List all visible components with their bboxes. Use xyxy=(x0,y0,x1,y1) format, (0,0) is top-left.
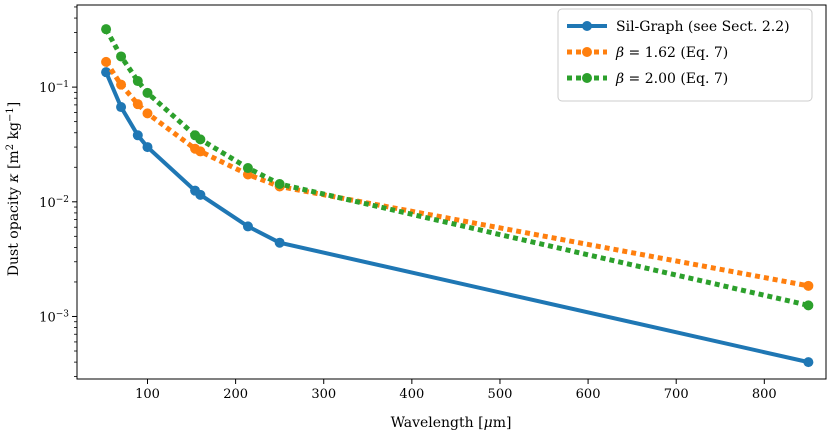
x-axis-title-unit-rest: m] xyxy=(493,415,512,431)
y-tick-label-exponent: −1 xyxy=(56,80,69,90)
data-point-2-8 xyxy=(803,300,814,311)
legend-beta-text-162: = 1.62 (Eq. 7) xyxy=(624,45,728,61)
legend-marker-beta-200 xyxy=(582,73,592,83)
y-tick-label-0: 10−3 xyxy=(39,309,69,325)
series-2 xyxy=(101,24,814,311)
y-axis-title-prefix: Dust opacity xyxy=(6,183,22,277)
y-axis-title-mid: kg xyxy=(6,122,22,144)
x-axis-title-text: Wavelength [ xyxy=(391,415,484,431)
data-point-2-5 xyxy=(195,134,206,145)
x-tick-label-400: 400 xyxy=(399,387,424,402)
data-point-0-3 xyxy=(142,142,153,153)
data-point-0-6 xyxy=(242,221,253,232)
y-axis-title: Dust opacity κ [m2 kg−1] xyxy=(5,102,23,276)
y-tick-label-exponent: −2 xyxy=(56,195,69,205)
series-line-1 xyxy=(103,60,809,289)
data-point-2-2 xyxy=(132,76,143,87)
x-axis-title: Wavelength [μm] xyxy=(391,415,512,431)
y-axis-title-close: ] xyxy=(6,102,22,107)
y-tick-label-exponent: −3 xyxy=(56,309,70,319)
data-point-1-5 xyxy=(195,146,206,157)
legend-marker-beta-162 xyxy=(582,47,592,57)
y-tick-label-1: 10−2 xyxy=(39,195,69,211)
y-axis-title-sup2: −1 xyxy=(5,107,16,122)
x-tick-label-600: 600 xyxy=(576,387,601,402)
legend-label-beta-162: β = 1.62 (Eq. 7) xyxy=(615,45,728,61)
series-0 xyxy=(101,67,814,368)
y-tick-label-base: 10 xyxy=(39,196,56,211)
data-point-1-0 xyxy=(101,56,112,67)
data-point-0-0 xyxy=(101,67,112,78)
data-point-1-2 xyxy=(132,99,143,110)
legend-beta-symbol-200: β xyxy=(615,71,624,87)
legend-box xyxy=(557,8,813,102)
y-axis-title-open: [m xyxy=(6,150,22,173)
data-point-0-1 xyxy=(116,102,127,113)
data-point-2-1 xyxy=(116,51,127,62)
data-point-1-1 xyxy=(116,79,127,90)
legend-label-sil-graph: Sil-Graph (see Sect. 2.2) xyxy=(616,19,790,35)
y-axis-title-symbol: κ xyxy=(6,173,22,183)
x-axis-title-unit: μ xyxy=(484,415,493,431)
x-tick-label-100: 100 xyxy=(135,387,160,402)
data-point-1-8 xyxy=(803,280,814,291)
data-point-0-8 xyxy=(803,357,814,368)
x-tick-label-300: 300 xyxy=(311,387,336,402)
y-tick-label-base: 10 xyxy=(39,81,56,96)
data-point-0-2 xyxy=(132,130,143,141)
data-point-2-6 xyxy=(242,163,253,174)
x-tick-label-700: 700 xyxy=(664,387,689,402)
y-tick-label-base: 10 xyxy=(39,310,56,325)
x-tick-label-800: 800 xyxy=(752,387,777,402)
legend-beta-symbol-162: β xyxy=(615,45,624,61)
legend: Sil-Graph (see Sect. 2.2) β = 1.62 (Eq. … xyxy=(557,8,813,102)
y-axis-title-sup1: 2 xyxy=(5,144,16,150)
y-tick-label-2: 10−1 xyxy=(39,80,69,96)
data-point-2-0 xyxy=(101,24,112,35)
legend-label-beta-200: β = 2.00 (Eq. 7) xyxy=(615,71,728,87)
x-tick-label-500: 500 xyxy=(488,387,513,402)
plot-frame xyxy=(76,4,827,380)
data-point-1-3 xyxy=(142,108,153,119)
data-point-2-7 xyxy=(274,178,285,189)
plot-series xyxy=(101,24,814,368)
data-point-0-7 xyxy=(274,237,285,248)
data-point-0-5 xyxy=(195,189,206,200)
data-point-2-3 xyxy=(142,87,153,98)
legend-beta-text-200: = 2.00 (Eq. 7) xyxy=(624,71,728,87)
legend-marker-sil-graph xyxy=(582,21,592,31)
x-tick-label-200: 200 xyxy=(223,387,248,402)
